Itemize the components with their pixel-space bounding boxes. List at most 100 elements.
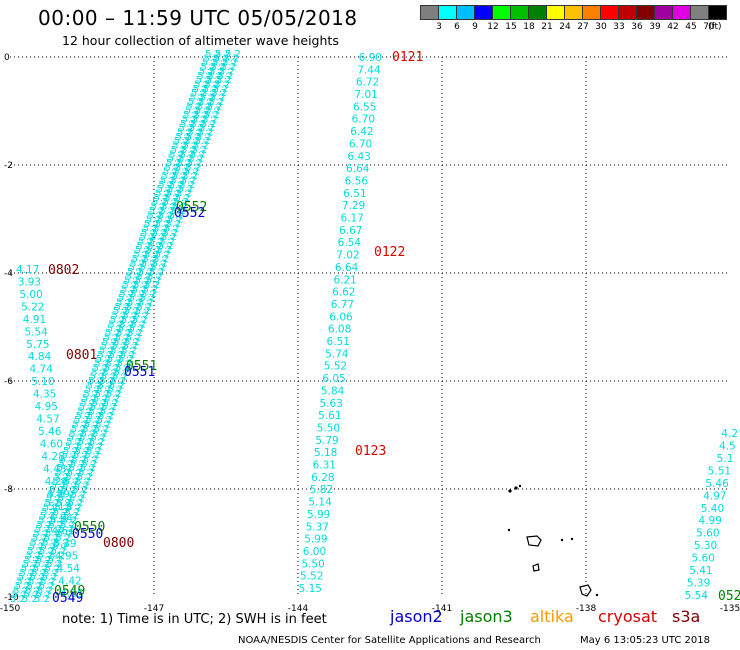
dense-track-mark: 5.2 [51, 481, 67, 492]
dense-track-mark: 5.2 [139, 263, 155, 274]
dense-track-mark: 5.2 [166, 189, 182, 200]
wave-height-value: 5.84 [321, 385, 345, 397]
dense-track-mark: 5.2 [113, 367, 129, 378]
dense-track-mark: 5.2 [65, 441, 81, 452]
dense-track-mark: 5.2 [95, 420, 111, 431]
color-scale-label: 36 [631, 22, 643, 32]
dense-track-mark: 5.2 [155, 219, 171, 230]
dense-track-mark: 5.2 [174, 136, 190, 147]
page-subtitle: 12 hour collection of altimeter wave hei… [62, 33, 339, 48]
dense-track-mark: 5.2 [63, 446, 79, 457]
wave-height-value: 5.10 [31, 376, 54, 388]
dense-track-mark: 5.2 [122, 280, 138, 291]
dense-track-mark: 5.2 [50, 516, 66, 527]
dense-track-mark: 5.2 [178, 184, 194, 195]
wave-height-value: 5.40 [701, 503, 724, 515]
legend-item-s3a: s3a [672, 607, 701, 626]
dense-track-mark: 5.2 [144, 280, 160, 291]
dense-track-mark: 5.2 [82, 424, 98, 435]
dense-track-mark: 5.2 [37, 520, 53, 531]
dense-track-mark: 5.2 [130, 258, 146, 269]
dense-track-mark: 5.2 [119, 319, 135, 330]
dense-track-mark: 5.2 [93, 393, 109, 404]
dense-track-mark: 5.2 [195, 106, 211, 117]
dense-track-mark: 5.2 [205, 49, 221, 60]
wave-height-value: 6.42 [350, 126, 373, 138]
wave-height-value: 4.35 [33, 389, 56, 401]
dense-track-mark: 5.2 [74, 415, 90, 426]
y-tick-label: -2 [4, 161, 13, 171]
dense-track-mark: 5.2 [12, 590, 28, 601]
dense-track-mark: 5.2 [121, 345, 137, 356]
dense-track-mark: 5.2 [15, 581, 31, 592]
dense-track-mark: 5.2 [132, 315, 148, 326]
dense-track-mark: 5.2 [180, 119, 196, 130]
dense-track-mark: 5.2 [44, 498, 60, 509]
dense-track-mark: 5.2 [162, 228, 178, 239]
pass-time-label: 0800 [103, 536, 134, 551]
dense-track-mark: 5.2 [100, 407, 116, 418]
pass-time-label: 0550 [72, 527, 103, 542]
dense-track-mark: 5.2 [200, 62, 216, 73]
dense-track-mark: 5.2 [203, 53, 219, 64]
dense-track-mark: 5.2 [136, 271, 152, 282]
wave-height-value: 5.22 [21, 301, 44, 313]
dense-track-mark: 5.2 [104, 393, 120, 404]
dense-track-mark: 5.2 [129, 293, 145, 304]
dense-track-mark: 5.2 [82, 393, 98, 404]
wave-height-value: 4.2 [721, 428, 738, 440]
dense-track: 5.25.25.25.25.25.25.25.25.25.25.25.25.25… [22, 49, 231, 605]
wave-height-value: 4.28 [41, 451, 64, 463]
dense-track-mark: 5.2 [191, 88, 207, 99]
dense-track-mark: 5.2 [133, 311, 149, 322]
color-scale-label: 39 [649, 22, 661, 32]
dense-track-mark: 5.2 [38, 516, 54, 527]
pass-time-label: 0552 [174, 206, 205, 221]
dense-track-mark: 5.2 [40, 577, 56, 588]
dense-track-mark: 5.2 [142, 284, 158, 295]
pass-time-label: 0551 [124, 365, 155, 380]
dense-track-mark: 5.2 [169, 149, 185, 160]
dense-track-mark: 5.2 [105, 359, 121, 370]
dense-track-mark: 5.2 [129, 263, 145, 274]
color-scale-unit: (ft) [708, 22, 722, 32]
wave-height-value: 5.99 [307, 509, 330, 521]
dense-track-mark: 5.2 [168, 210, 184, 221]
wave-height-value: 4.65 [60, 588, 83, 600]
dense-track-mark: 5.2 [46, 494, 62, 505]
dense-track-mark: 5.2 [25, 585, 41, 596]
y-tick-label: -4 [4, 269, 13, 279]
dense-track-mark: 5.2 [118, 354, 134, 365]
dense-track-mark: 5.2 [51, 546, 67, 557]
dense-track-mark: 5.2 [121, 284, 137, 295]
dense-track-mark: 5.2 [177, 127, 193, 138]
dense-track-mark: 5.2 [204, 80, 220, 91]
dense-track-mark: 5.2 [69, 494, 85, 505]
dense-track-mark: 5.2 [34, 559, 50, 570]
dense-track-mark: 5.2 [191, 145, 207, 156]
dense-track-mark: 5.2 [184, 136, 200, 147]
dense-track-mark: 5.2 [84, 420, 100, 431]
dense-track-mark: 5.2 [79, 402, 95, 413]
dense-track-mark: 5.2 [122, 311, 138, 322]
dense-track-mark: 5.2 [117, 359, 133, 370]
wave-height-value: 4.17 [16, 264, 39, 276]
dense-track-mark: 5.2 [125, 302, 141, 313]
wave-height-value: 6.51 [343, 188, 366, 200]
wave-height-value: 6.28 [311, 472, 334, 484]
wave-height-value: 5.18 [314, 447, 337, 459]
dense-track-mark: 5.2 [39, 546, 55, 557]
dense-track-mark: 5.2 [169, 180, 185, 191]
dense-track-mark: 5.2 [127, 298, 143, 309]
dense-track-mark: 5.2 [210, 62, 226, 73]
dense-track-mark: 5.2 [158, 180, 174, 191]
dense-track-mark: 5.2 [220, 62, 236, 73]
dense-track-mark: 5.2 [139, 232, 155, 243]
dense-track-mark: 5.2 [189, 123, 205, 134]
color-scale-label: 45 [685, 22, 697, 32]
dense-track-mark: 5.2 [135, 306, 151, 317]
dense-track-mark: 5.2 [107, 385, 123, 396]
dense-track-mark: 5.2 [45, 563, 61, 574]
pass-time-label: 0549 [54, 584, 85, 599]
